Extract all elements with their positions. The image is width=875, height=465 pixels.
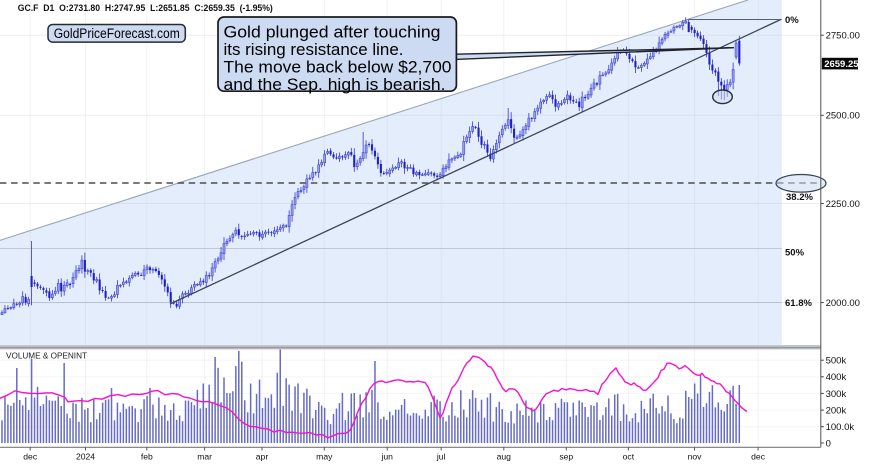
svg-text:300k: 300k (826, 389, 847, 400)
svg-text:dec: dec (23, 452, 38, 462)
svg-text:2000.00: 2000.00 (826, 298, 860, 309)
svg-text:400k: 400k (826, 372, 847, 383)
svg-text:mar: mar (197, 452, 212, 462)
svg-text:jul: jul (436, 452, 446, 462)
svg-text:feb: feb (141, 452, 153, 462)
svg-text:jun: jun (380, 452, 393, 462)
svg-text:may: may (316, 452, 333, 462)
svg-text:61.8%: 61.8% (785, 298, 812, 309)
svg-text:50%: 50% (785, 247, 805, 258)
svg-text:2750.00: 2750.00 (826, 31, 860, 42)
svg-text:38.2%: 38.2% (786, 192, 813, 203)
svg-text:100.0k: 100.0k (826, 422, 855, 433)
svg-text:and the Sep. high is bearish.: and the Sep. high is bearish. (224, 76, 446, 94)
svg-text:Gold plunged after touching: Gold plunged after touching (224, 23, 441, 41)
svg-text:dec: dec (751, 452, 766, 462)
svg-text:VOLUME & OPENINT: VOLUME & OPENINT (6, 352, 87, 361)
svg-text:2500.00: 2500.00 (826, 111, 860, 122)
svg-text:0%: 0% (785, 15, 799, 26)
svg-text:apr: apr (256, 452, 269, 462)
svg-text:The move back below $2,700: The move back below $2,700 (224, 59, 452, 77)
svg-text:2659.25: 2659.25 (824, 59, 859, 70)
svg-text:2024: 2024 (76, 452, 95, 462)
svg-text:sep: sep (559, 452, 573, 462)
svg-text:GoldPriceForecast.com: GoldPriceForecast.com (54, 26, 180, 41)
svg-text:GC.F D1 O:2731.80 H:2747.95: GC.F D1 O:2731.80 H:2747.95 L:2651.85 C:… (18, 3, 273, 13)
svg-text:its rising resistance line.: its rising resistance line. (224, 41, 404, 59)
svg-text:200k: 200k (826, 406, 847, 417)
svg-text:nov: nov (688, 452, 703, 462)
svg-text:500k: 500k (826, 356, 847, 367)
svg-text:2250.00: 2250.00 (826, 199, 860, 210)
svg-text:0: 0 (826, 438, 831, 449)
svg-text:aug: aug (497, 452, 512, 462)
svg-text:oct: oct (623, 452, 635, 462)
